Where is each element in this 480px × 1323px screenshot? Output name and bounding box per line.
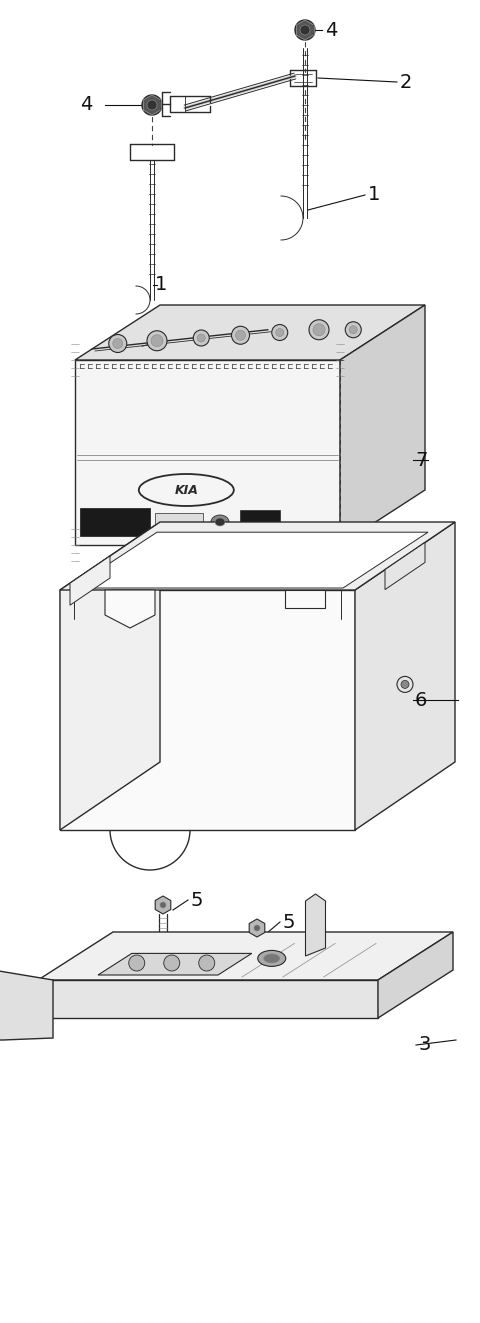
- Polygon shape: [378, 931, 453, 1017]
- Text: 4: 4: [80, 95, 92, 115]
- Bar: [80, 508, 150, 536]
- Circle shape: [349, 325, 357, 333]
- Text: 1: 1: [368, 185, 380, 205]
- Polygon shape: [72, 532, 428, 587]
- Circle shape: [197, 333, 205, 343]
- Polygon shape: [60, 590, 355, 830]
- Polygon shape: [60, 523, 455, 590]
- Circle shape: [147, 331, 167, 351]
- Polygon shape: [305, 894, 325, 957]
- Circle shape: [276, 328, 284, 336]
- Circle shape: [164, 955, 180, 971]
- Polygon shape: [98, 954, 252, 975]
- Bar: [240, 509, 280, 532]
- Polygon shape: [60, 523, 160, 830]
- Circle shape: [193, 329, 209, 347]
- Polygon shape: [105, 590, 155, 628]
- Text: 5: 5: [282, 913, 295, 931]
- Circle shape: [109, 335, 127, 352]
- Text: KIA: KIA: [174, 483, 198, 496]
- Bar: [155, 513, 203, 531]
- Polygon shape: [38, 980, 378, 1017]
- Circle shape: [129, 955, 145, 971]
- Text: 2: 2: [400, 73, 412, 91]
- Polygon shape: [0, 970, 53, 1040]
- Circle shape: [295, 20, 315, 40]
- Circle shape: [151, 335, 163, 347]
- Polygon shape: [75, 360, 340, 545]
- Circle shape: [231, 327, 250, 344]
- Ellipse shape: [211, 515, 229, 529]
- Text: 3: 3: [418, 1036, 431, 1054]
- Text: 5: 5: [190, 890, 203, 909]
- Circle shape: [309, 320, 329, 340]
- Polygon shape: [285, 590, 325, 609]
- Circle shape: [199, 955, 215, 971]
- Ellipse shape: [215, 519, 225, 527]
- Text: 7: 7: [415, 451, 427, 470]
- Polygon shape: [340, 306, 425, 545]
- Polygon shape: [70, 556, 110, 605]
- Polygon shape: [249, 919, 265, 937]
- Circle shape: [300, 25, 310, 34]
- Text: 1: 1: [155, 275, 168, 295]
- Circle shape: [147, 101, 157, 110]
- Circle shape: [345, 321, 361, 337]
- Polygon shape: [385, 542, 425, 590]
- Circle shape: [254, 925, 260, 931]
- Circle shape: [142, 95, 162, 115]
- Polygon shape: [155, 896, 171, 914]
- Ellipse shape: [264, 954, 280, 963]
- Circle shape: [313, 324, 325, 336]
- Ellipse shape: [258, 950, 286, 966]
- Circle shape: [160, 902, 166, 908]
- Circle shape: [272, 324, 288, 340]
- Polygon shape: [75, 306, 425, 360]
- Text: 6: 6: [415, 691, 427, 709]
- Circle shape: [113, 339, 123, 348]
- Polygon shape: [38, 931, 453, 980]
- Text: 4: 4: [325, 20, 337, 40]
- Circle shape: [401, 680, 409, 688]
- Polygon shape: [355, 523, 455, 830]
- Circle shape: [236, 331, 245, 340]
